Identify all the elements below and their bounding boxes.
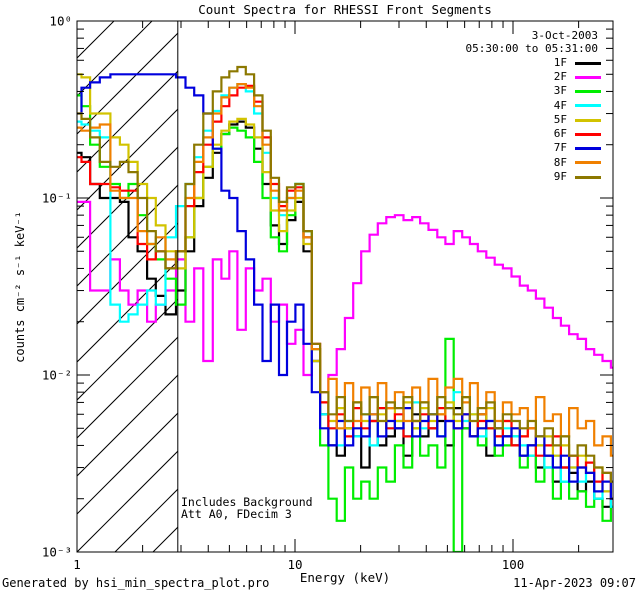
chart-title: Count Spectra for RHESSI Front Segments [198, 2, 492, 17]
legend-entry-3f: 3F [554, 85, 601, 99]
svg-text:10⁻¹: 10⁻¹ [42, 191, 72, 206]
annotation-attenuator-state: Att A0, FDecim 3 [181, 506, 292, 521]
legend-label: 3F [553, 84, 567, 98]
observation-date: 3-Oct-2003 [531, 29, 598, 42]
legend-label: 8F [553, 155, 567, 169]
svg-text:10⁰: 10⁰ [49, 14, 72, 29]
legend-entry-8f: 8F [554, 156, 601, 170]
legend-label: 5F [553, 112, 567, 126]
svg-text:10⁻³: 10⁻³ [42, 545, 72, 560]
y-axis-label: counts cm⁻² s⁻¹ keV⁻¹ [13, 211, 28, 363]
legend-entry-9f: 9F [554, 170, 601, 184]
legend-swatch-3f [575, 90, 601, 94]
x-axis-label: Energy (keV) [299, 570, 391, 585]
legend-swatch-2f [575, 75, 601, 79]
annotation-includes-background: Includes Background [181, 495, 313, 509]
legend-label: 9F [553, 169, 567, 183]
legend-entry-4f: 4F [554, 99, 601, 113]
legend-label: 2F [553, 70, 567, 84]
legend-swatch-9f [575, 175, 601, 179]
legend-swatch-6f [575, 132, 601, 136]
svg-text:100: 100 [502, 557, 525, 572]
observation-time-range: 05:30:00 to 05:31:00 [465, 41, 598, 55]
legend-entry-2f: 2F [554, 70, 601, 84]
legend-swatch-7f [575, 147, 601, 151]
legend-swatch-8f [575, 161, 601, 165]
legend-entry-7f: 7F [554, 142, 601, 156]
plot-timestamp: 11-Apr-2023 09:07 [513, 576, 636, 590]
svg-text:10⁻²: 10⁻² [42, 368, 72, 383]
legend-entry-5f: 5F [554, 113, 601, 127]
legend-entry-6f: 6F [554, 127, 601, 141]
generated-by-text: Generated by hsi_min_spectra_plot.pro [2, 576, 270, 590]
legend-entry-1f: 1F [554, 56, 601, 70]
legend-label: 6F [553, 127, 567, 141]
legend-label: 7F [553, 141, 567, 155]
legend-label: 1F [553, 55, 567, 69]
legend-label: 4F [553, 98, 567, 112]
legend: 1F 2F 3F 4F 5F 6F 7F 8F 9F [554, 56, 601, 184]
svg-text:1: 1 [73, 557, 81, 572]
legend-swatch-4f [575, 104, 601, 108]
svg-text:10: 10 [287, 557, 302, 572]
legend-swatch-1f [575, 61, 601, 65]
legend-swatch-5f [575, 118, 601, 122]
